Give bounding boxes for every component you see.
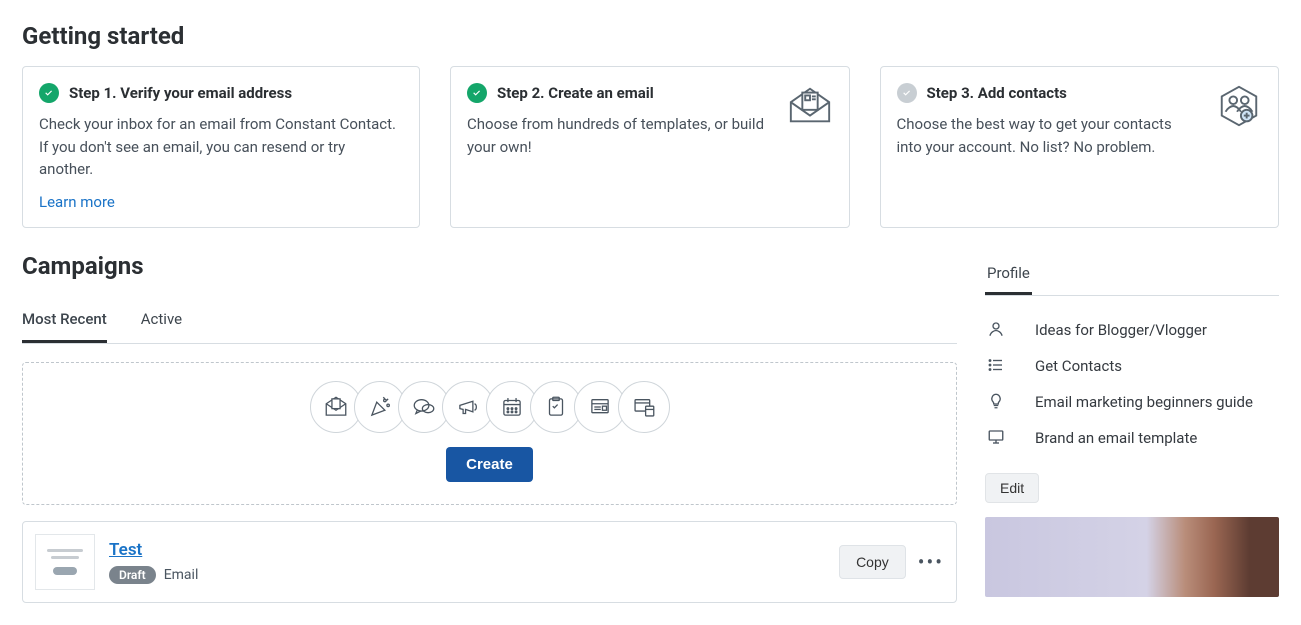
envelope-icon [787, 83, 833, 129]
tab-most-recent[interactable]: Most Recent [22, 298, 107, 343]
campaign-thumbnail[interactable] [35, 534, 95, 590]
profile-tabs: Profile [985, 256, 1279, 296]
campaign-tabs: Most Recent Active [22, 298, 957, 344]
monitor-icon [985, 428, 1007, 446]
campaigns-title: Campaigns [22, 252, 957, 280]
step-3-desc: Choose the best way to get your contacts… [897, 113, 1197, 158]
video-thumbnail[interactable] [985, 517, 1279, 597]
step-3-title: Step 3. Add contacts [927, 84, 1067, 102]
tab-profile[interactable]: Profile [985, 256, 1032, 295]
more-actions-icon[interactable]: ••• [918, 550, 944, 574]
person-icon [985, 320, 1007, 338]
step-2-title: Step 2. Create an email [497, 84, 654, 102]
step-1-title: Step 1. Verify your email address [69, 84, 292, 102]
profile-item-guide[interactable]: Email marketing beginners guide [985, 392, 1279, 412]
step-card-2: Step 2. Create an email Choose from hund… [450, 66, 850, 228]
profile-item-ideas[interactable]: Ideas for Blogger/Vlogger [985, 320, 1279, 340]
profile-item-label: Get Contacts [1035, 356, 1122, 376]
create-button[interactable]: Create [446, 447, 533, 482]
bulb-icon [985, 392, 1007, 410]
profile-item-brand[interactable]: Brand an email template [985, 428, 1279, 448]
campaign-row: Test Draft Email Copy ••• [22, 521, 957, 603]
profile-item-label: Email marketing beginners guide [1035, 392, 1253, 412]
profile-item-label: Ideas for Blogger/Vlogger [1035, 320, 1207, 340]
step-1-desc: Check your inbox for an email from Const… [39, 113, 403, 181]
contacts-icon [1216, 83, 1262, 129]
campaign-type-website-icon[interactable] [618, 381, 670, 433]
step-2-desc: Choose from hundreds of templates, or bu… [467, 113, 767, 158]
copy-button[interactable]: Copy [839, 545, 906, 579]
steps-row: Step 1. Verify your email address Check … [22, 66, 1279, 228]
tab-active[interactable]: Active [141, 298, 182, 343]
step-card-1: Step 1. Verify your email address Check … [22, 66, 420, 228]
profile-item-label: Brand an email template [1035, 428, 1197, 448]
check-done-icon [39, 83, 59, 103]
campaign-type-label: Email [164, 567, 199, 583]
edit-button[interactable]: Edit [985, 473, 1039, 503]
status-badge: Draft [109, 566, 156, 584]
step-card-3: Step 3. Add contacts Choose the best way… [880, 66, 1280, 228]
check-pending-icon [897, 83, 917, 103]
profile-item-contacts[interactable]: Get Contacts [985, 356, 1279, 376]
create-panel: Create [22, 362, 957, 505]
step-1-learn-more-link[interactable]: Learn more [39, 193, 115, 211]
campaign-name-link[interactable]: Test [109, 540, 142, 560]
getting-started-title: Getting started [22, 22, 1279, 50]
list-icon [985, 356, 1007, 374]
check-done-icon [467, 83, 487, 103]
